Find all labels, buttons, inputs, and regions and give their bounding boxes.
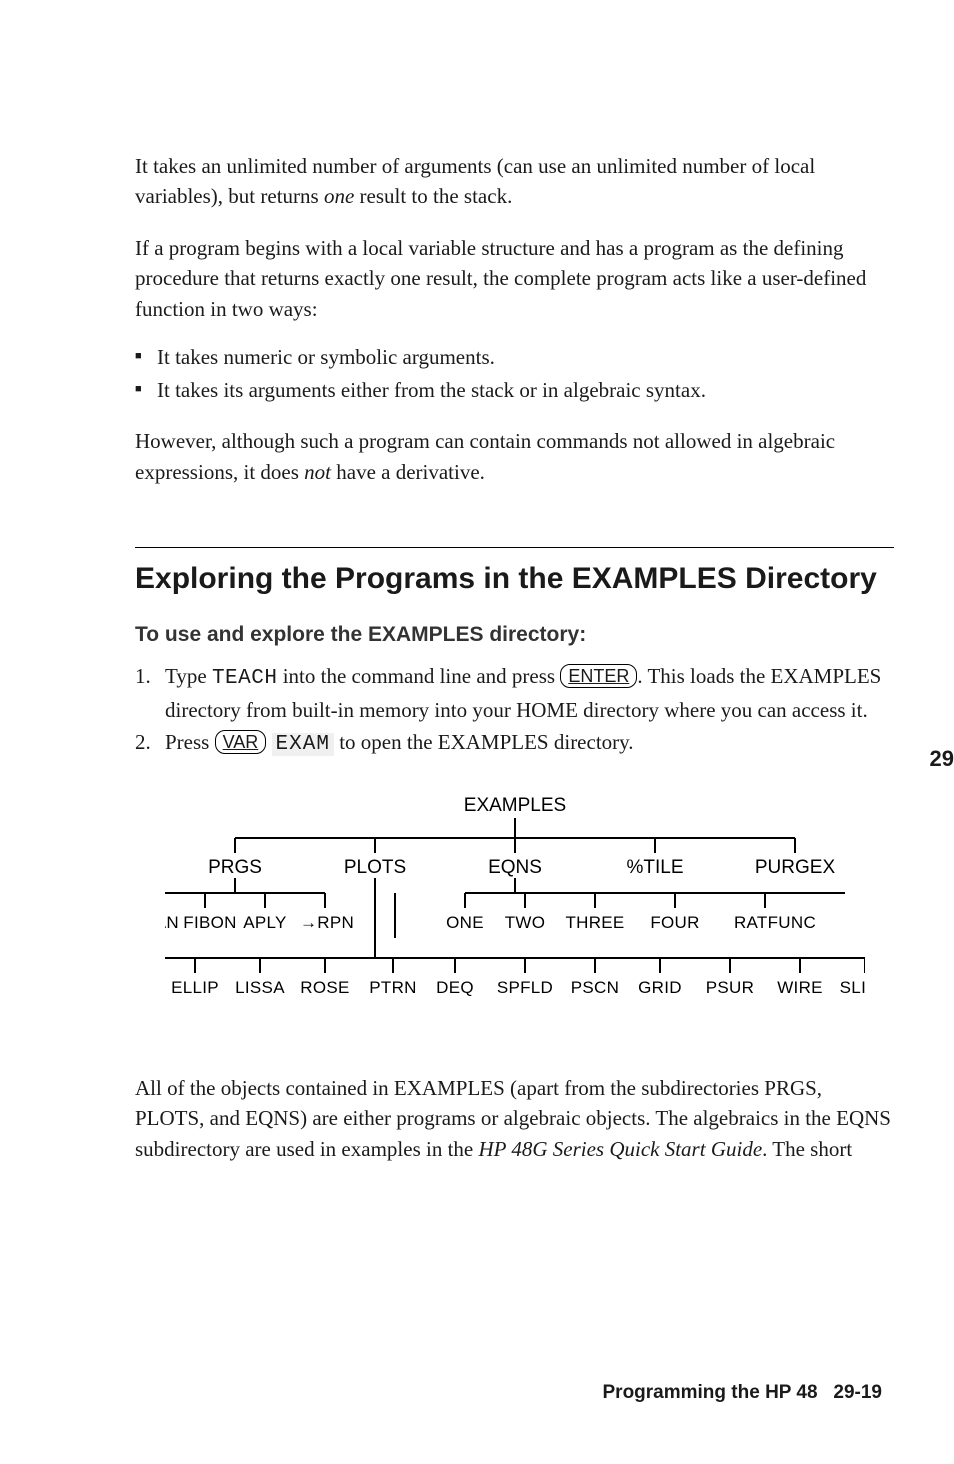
keycap-enter: ENTER	[560, 664, 637, 688]
tree-root: EXAMPLES	[463, 795, 565, 816]
page-footer: Programming the HP 48 29-19	[603, 1382, 883, 1404]
tree-node: %TILE	[626, 857, 683, 878]
text-italic: not	[304, 460, 331, 484]
section-divider	[135, 547, 894, 548]
text: result to the stack.	[354, 184, 512, 208]
text	[266, 730, 271, 754]
tree-leaf: WIRE	[777, 978, 823, 997]
footer-title: Programming the HP 48	[603, 1382, 818, 1403]
tree-leaf: FOUR	[650, 913, 699, 932]
paragraph-closing: All of the objects contained in EXAMPLES…	[135, 1073, 894, 1164]
text: . The short	[762, 1137, 852, 1161]
tree-leaf: →RPN	[299, 913, 353, 932]
footer-pageno: 29-19	[833, 1382, 882, 1403]
text-italic: HP 48G Series Quick Start Guide	[478, 1137, 762, 1161]
text: into the command line and press	[277, 664, 560, 688]
keycap-var: VAR	[215, 730, 267, 754]
command-text: TEACH	[212, 667, 278, 690]
tree-leaf: TWO	[504, 913, 545, 932]
tree-leaf: PSCN	[570, 978, 618, 997]
list-item: It takes numeric or symbolic arguments.	[135, 342, 894, 372]
tree-leaf: ELLIP	[171, 978, 219, 997]
list-number: 1.	[135, 661, 151, 691]
list-item: It takes its arguments either from the s…	[135, 375, 894, 405]
list-item: 2. Press VAR EXAM to open the EXAMPLES d…	[135, 727, 894, 760]
tree-leaf: MEDIAN	[165, 913, 179, 932]
text: have a derivative.	[331, 460, 485, 484]
list-item: 1. Type TEACH into the command line and …	[135, 661, 894, 725]
section-heading: Exploring the Programs in the EXAMPLES D…	[135, 560, 894, 598]
tree-leaf: RATFUNC	[733, 913, 815, 932]
tree-node: PLOTS	[343, 857, 405, 878]
chapter-tab: 29	[930, 746, 954, 772]
text: However, although such a program can con…	[135, 429, 835, 483]
tree-leaf: ONE	[446, 913, 484, 932]
tree-leaf: APLY	[243, 913, 286, 932]
tree-node: PURGEX	[754, 857, 835, 878]
tree-leaf: FIBON	[183, 913, 236, 932]
directory-tree-diagram: EXAMPLES PRGS PLOTS EQNS %TILE PURGEX ME…	[165, 793, 865, 1033]
softkey-exam: EXAM	[272, 733, 334, 756]
paragraph-intro: It takes an unlimited number of argument…	[135, 151, 894, 212]
paragraph-however: However, although such a program can con…	[135, 426, 894, 487]
list-number: 2.	[135, 727, 151, 757]
page: It takes an unlimited number of argument…	[0, 0, 954, 1464]
tree-leaf: GRID	[638, 978, 682, 997]
text: Type	[165, 664, 212, 688]
tree-leaf: SPFLD	[496, 978, 552, 997]
tree-leaf: ROSE	[300, 978, 349, 997]
tree-leaf: THREE	[565, 913, 624, 932]
tree-leaf: PTRN	[369, 978, 416, 997]
text: to open the EXAMPLES directory.	[334, 730, 634, 754]
tree-node: PRGS	[208, 857, 262, 878]
text-italic: one	[324, 184, 354, 208]
paragraph-condition: If a program begins with a local variabl…	[135, 233, 894, 324]
tree-leaf: LISSA	[235, 978, 285, 997]
subsection-heading: To use and explore the EXAMPLES director…	[135, 623, 894, 647]
tree-node: EQNS	[488, 857, 542, 878]
bullet-list: It takes numeric or symbolic arguments. …	[135, 342, 894, 405]
tree-leaf: SLICE	[839, 978, 864, 997]
tree-leaf: DEQ	[436, 978, 474, 997]
text: Press	[165, 730, 215, 754]
tree-leaf: PSUR	[705, 978, 753, 997]
numbered-list: 1. Type TEACH into the command line and …	[135, 661, 894, 760]
